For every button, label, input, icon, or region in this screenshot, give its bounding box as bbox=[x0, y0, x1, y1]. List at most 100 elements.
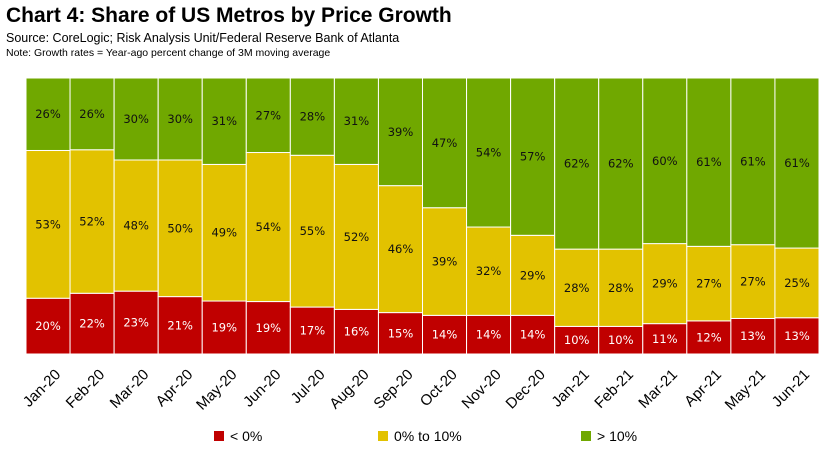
bar-strong-dec-20 bbox=[510, 77, 556, 236]
bar-strong-mar-21 bbox=[642, 77, 688, 245]
bar-strong-apr-21 bbox=[686, 77, 732, 247]
x-tick-label-jun-21: Jun-21 bbox=[769, 366, 813, 410]
data-label-strong-jan-20: 26% bbox=[35, 107, 61, 121]
legend-swatch-negative bbox=[214, 431, 224, 441]
data-label-moderate-may-20: 49% bbox=[211, 226, 237, 240]
data-label-moderate-jan-20: 53% bbox=[35, 217, 61, 231]
x-tick-label-feb-20: Feb-20 bbox=[63, 366, 109, 412]
bar-moderate-dec-20 bbox=[510, 234, 556, 316]
bar-moderate-sep-20 bbox=[377, 185, 424, 314]
x-tick-label-sep-20: Sep-20 bbox=[370, 366, 416, 412]
bar-strong-jun-21 bbox=[774, 77, 820, 249]
x-tick-label-nov-20: Nov-20 bbox=[459, 366, 505, 412]
data-label-moderate-sep-20: 46% bbox=[388, 242, 414, 256]
bar-strong-oct-20 bbox=[422, 77, 468, 209]
x-tick-label-jul-20: Jul-20 bbox=[288, 366, 329, 407]
legend-swatch-moderate bbox=[378, 431, 388, 441]
data-label-strong-may-21: 61% bbox=[740, 154, 766, 168]
data-label-moderate-jul-20: 55% bbox=[300, 224, 326, 238]
data-label-negative-jul-20: 17% bbox=[300, 324, 326, 338]
data-label-negative-jan-20: 20% bbox=[35, 319, 61, 333]
data-label-strong-nov-20: 54% bbox=[476, 146, 502, 160]
bar-strong-feb-21 bbox=[598, 77, 644, 250]
data-label-strong-jun-20: 27% bbox=[256, 108, 282, 122]
data-label-negative-mar-21: 11% bbox=[652, 332, 678, 346]
bar-moderate-aug-20 bbox=[333, 163, 379, 310]
bar-moderate-apr-21 bbox=[686, 245, 732, 322]
data-label-strong-apr-20: 30% bbox=[167, 112, 193, 126]
x-tick-label-mar-20: Mar-20 bbox=[107, 366, 153, 412]
x-tick-label-may-21: May-21 bbox=[722, 366, 769, 413]
bar-moderate-oct-20 bbox=[422, 207, 468, 316]
data-label-negative-aug-20: 16% bbox=[344, 325, 370, 339]
legend-label-negative: < 0% bbox=[230, 428, 263, 444]
data-label-strong-oct-20: 47% bbox=[432, 136, 458, 150]
data-label-strong-apr-21: 61% bbox=[696, 155, 722, 169]
bar-negative-oct-20 bbox=[422, 314, 468, 355]
data-label-moderate-nov-20: 32% bbox=[476, 264, 502, 278]
data-label-moderate-jun-20: 54% bbox=[256, 220, 282, 234]
bar-moderate-nov-20 bbox=[466, 226, 512, 316]
legend: < 0% 0% to 10% > 10% bbox=[0, 428, 830, 448]
data-label-moderate-oct-20: 39% bbox=[432, 255, 458, 269]
data-label-moderate-feb-20: 52% bbox=[79, 215, 105, 229]
data-label-moderate-dec-20: 29% bbox=[520, 268, 546, 282]
bar-moderate-apr-20 bbox=[157, 159, 203, 298]
data-label-strong-sep-20: 39% bbox=[388, 125, 414, 139]
bar-negative-sep-20 bbox=[377, 312, 424, 355]
x-tick-label-feb-21: Feb-21 bbox=[591, 366, 637, 412]
bar-strong-feb-20 bbox=[69, 77, 115, 151]
x-tick-label-mar-21: Mar-21 bbox=[635, 366, 681, 412]
data-label-moderate-apr-20: 50% bbox=[167, 221, 193, 235]
bar-strong-jan-20 bbox=[25, 77, 71, 151]
data-label-strong-mar-20: 30% bbox=[123, 112, 149, 126]
data-label-strong-dec-20: 57% bbox=[520, 150, 546, 164]
bar-strong-mar-20 bbox=[113, 77, 159, 161]
bar-strong-jan-21 bbox=[554, 77, 600, 250]
data-label-strong-jan-21: 62% bbox=[564, 157, 590, 171]
legend-label-moderate: 0% to 10% bbox=[394, 428, 462, 444]
data-label-moderate-jun-21: 25% bbox=[784, 276, 810, 290]
data-label-moderate-may-21: 27% bbox=[740, 275, 766, 289]
bar-negative-mar-20 bbox=[113, 290, 159, 355]
legend-item-moderate: 0% to 10% bbox=[378, 428, 462, 444]
data-label-moderate-feb-21: 28% bbox=[608, 281, 634, 295]
data-label-negative-sep-20: 15% bbox=[388, 326, 414, 340]
x-tick-label-aug-20: Aug-20 bbox=[326, 366, 372, 412]
x-tick-label-oct-20: Oct-20 bbox=[417, 366, 461, 410]
data-label-strong-jun-21: 61% bbox=[784, 156, 810, 170]
bar-strong-aug-20 bbox=[333, 77, 379, 165]
x-tick-label-apr-20: Apr-20 bbox=[153, 366, 197, 410]
bar-strong-jun-20 bbox=[245, 77, 291, 154]
data-label-negative-nov-20: 14% bbox=[476, 328, 502, 342]
bar-negative-jul-20 bbox=[289, 306, 335, 355]
bar-moderate-jul-20 bbox=[289, 154, 335, 308]
data-label-strong-may-20: 31% bbox=[211, 114, 237, 128]
x-tick-label-jun-20: Jun-20 bbox=[240, 366, 284, 410]
data-label-strong-feb-20: 26% bbox=[79, 107, 105, 121]
data-label-negative-apr-20: 21% bbox=[167, 318, 193, 332]
data-label-strong-jul-20: 28% bbox=[300, 110, 326, 124]
data-label-strong-aug-20: 31% bbox=[344, 114, 370, 128]
data-label-negative-feb-21: 10% bbox=[608, 333, 634, 347]
data-label-moderate-apr-21: 27% bbox=[696, 277, 722, 291]
data-label-negative-may-20: 19% bbox=[211, 321, 237, 335]
x-tick-label-apr-21: Apr-21 bbox=[681, 366, 725, 410]
data-label-negative-jun-20: 19% bbox=[256, 321, 282, 335]
data-label-moderate-mar-21: 29% bbox=[652, 277, 678, 291]
chart-title: Chart 4: Share of US Metros by Price Gro… bbox=[6, 4, 452, 27]
legend-label-strong: > 10% bbox=[597, 428, 638, 444]
data-label-moderate-jan-21: 28% bbox=[564, 281, 590, 295]
data-label-negative-dec-20: 14% bbox=[520, 328, 546, 342]
bar-negative-jan-20 bbox=[25, 297, 71, 355]
bar-strong-jul-20 bbox=[289, 77, 335, 156]
bar-strong-may-21 bbox=[730, 77, 776, 246]
data-label-strong-mar-21: 60% bbox=[652, 154, 678, 168]
x-tick-label-dec-20: Dec-20 bbox=[503, 366, 549, 412]
data-label-moderate-aug-20: 52% bbox=[344, 230, 370, 244]
legend-item-strong: > 10% bbox=[581, 428, 637, 444]
data-label-negative-jun-21: 13% bbox=[784, 329, 810, 343]
bar-strong-sep-20 bbox=[377, 77, 424, 187]
bar-moderate-may-21 bbox=[730, 244, 776, 319]
